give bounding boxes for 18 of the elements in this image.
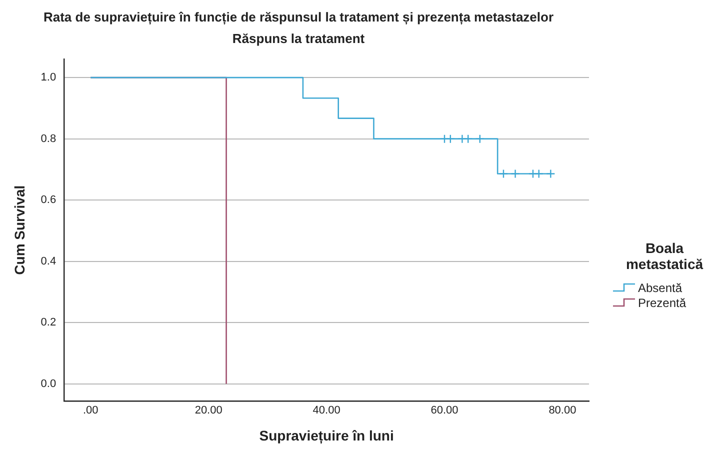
y-tick-label: 0.0 (40, 378, 56, 390)
x-tick-label: .00 (82, 404, 98, 417)
legend-label: Absentă (638, 280, 682, 294)
legend-label: Prezentă (638, 296, 686, 310)
x-axis-title: Supraviețuire în luni (259, 427, 394, 444)
x-tick-label: 40.00 (312, 404, 340, 417)
x-tick-label: 60.00 (430, 404, 458, 417)
x-tick-label: 20.00 (194, 404, 222, 417)
chart-subtitle: Răspuns la tratament (232, 30, 366, 46)
y-tick-label: 0.8 (40, 132, 56, 145)
y-tick-label: 1.0 (40, 72, 56, 84)
y-tick-label: 0.4 (40, 255, 56, 268)
chart-title: Rata de supraviețuire în funcție de răspunsul la tratament și prezența metastazelor (43, 9, 554, 26)
y-tick-label: 0.2 (40, 316, 56, 329)
x-tick-label: 80.00 (548, 404, 576, 417)
y-axis-title: Cum Survival (11, 185, 28, 275)
y-tick-label: 0.6 (40, 194, 56, 206)
legend-title: Boala metastatică (624, 240, 704, 272)
